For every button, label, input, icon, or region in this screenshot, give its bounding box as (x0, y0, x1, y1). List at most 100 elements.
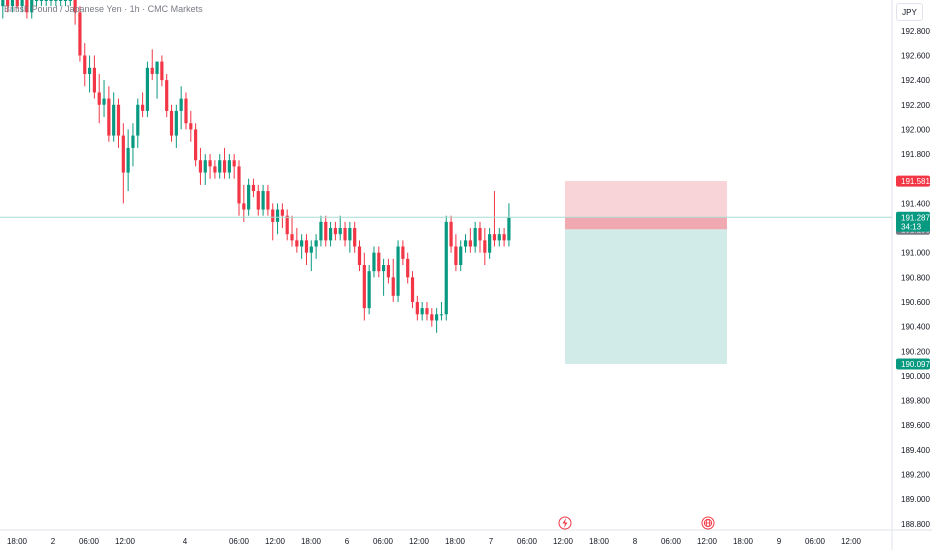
candle-body (324, 221, 328, 241)
candle-body (59, 0, 63, 1)
candle-body (328, 228, 333, 241)
candle-body (92, 67, 96, 93)
candle-body (136, 104, 140, 136)
candle-body (97, 92, 101, 105)
current-price-tag-bg (896, 211, 930, 232)
time-tick-label: 12:00 (409, 537, 430, 546)
candle-body (343, 228, 347, 241)
price-axis[interactable]: 192.800 192.600 192.400 192.200 192.000 191.8… (891, 0, 930, 550)
candle-body (83, 55, 87, 74)
candle-body (295, 240, 299, 247)
candle-body (203, 160, 207, 173)
candle-body (49, 0, 53, 1)
candle-body (415, 301, 419, 315)
candle-body (463, 240, 468, 247)
candle-body (189, 123, 193, 130)
candle-body (15, 0, 19, 7)
candle-body (497, 234, 501, 241)
candle-body (372, 252, 376, 272)
candle-body (309, 246, 313, 253)
candle-body (338, 228, 342, 235)
price-tick-label: 190.200 (901, 347, 930, 356)
time-axis[interactable]: 18:00 2 06:00 12:00 4 06:00 12:00 18:00 6 06:00 12… (0, 529, 932, 546)
stop-price-tag-value: 191.581 (901, 177, 930, 186)
candle-body (261, 191, 265, 210)
candle-body (492, 234, 497, 241)
candle-body (488, 234, 492, 253)
candle-body (304, 240, 309, 253)
candle-body (184, 98, 188, 124)
candle-body (478, 228, 482, 241)
candle-body (107, 98, 111, 136)
stop-price-tag: 191.581 (896, 175, 930, 187)
price-tick-label: 189.600 (901, 421, 930, 430)
candle-body (275, 209, 280, 222)
candle-body (242, 203, 246, 210)
candle-body (382, 265, 386, 272)
candlestick-series (1, 0, 511, 333)
flash-icon-bolt (562, 518, 568, 528)
candle-body (391, 277, 395, 296)
candle-body (396, 246, 400, 296)
candle-body (271, 209, 275, 222)
candle-body (507, 217, 511, 241)
candle-body (87, 67, 92, 74)
price-tick-label: 192.200 (901, 101, 930, 110)
candle-body (367, 271, 371, 309)
candle-body (126, 147, 130, 173)
price-tick-label: 189.400 (901, 446, 930, 455)
candle-body (406, 258, 410, 278)
time-tick-label: 12:00 (841, 537, 862, 546)
candle-body (449, 221, 453, 247)
currency-button[interactable]: JPY (896, 3, 923, 21)
candle-body (179, 98, 183, 111)
candle-body (68, 0, 72, 1)
candle-body (377, 252, 381, 272)
candle-body (420, 308, 424, 315)
price-tick-label: 190.400 (901, 323, 930, 332)
candle-body (73, 0, 77, 13)
time-tick-label: 18:00 (445, 537, 466, 546)
time-tick-label: 12:00 (115, 537, 136, 546)
candle-body (401, 246, 405, 259)
candle-body (34, 0, 39, 1)
candle-body (1, 0, 5, 7)
candle-body (410, 277, 415, 302)
candle-body (54, 0, 58, 1)
candle-body (25, 0, 29, 13)
candle-body (131, 135, 135, 148)
flash-icon (558, 516, 572, 530)
time-tick-label: 18:00 (7, 537, 28, 546)
price-tick-label: 190.600 (901, 298, 930, 307)
price-tick-label: 190.800 (901, 273, 930, 282)
event-markers (558, 516, 715, 530)
candle-body (333, 228, 337, 235)
time-tick-label: 06:00 (805, 537, 826, 546)
price-tick-label: 189.800 (901, 397, 930, 406)
current-price-tag-value: 191.287 (901, 213, 930, 222)
price-tick-label: 192.800 (901, 27, 930, 36)
candle-body (208, 160, 212, 167)
stop-price-tag-bg (896, 175, 930, 187)
candle-body (362, 265, 366, 309)
candle-body (251, 184, 256, 192)
price-tick-label: 192.600 (901, 51, 930, 60)
target-price-tag-bg (896, 358, 930, 370)
candle-body (198, 160, 203, 173)
time-tick-label: 06:00 (229, 537, 250, 546)
candle-body (155, 61, 159, 74)
time-tick-label: 06:00 (373, 537, 394, 546)
price-tick-label: 191.400 (901, 199, 930, 208)
time-tick-label: 12:00 (697, 537, 718, 546)
candle-body (78, 12, 82, 56)
candle-body (10, 0, 15, 7)
candle-body (174, 110, 178, 136)
time-tick-label: 06:00 (79, 537, 100, 546)
candle-body (386, 265, 391, 278)
candle-body (6, 0, 10, 7)
candle-body (290, 234, 294, 241)
candle-body (473, 228, 477, 247)
